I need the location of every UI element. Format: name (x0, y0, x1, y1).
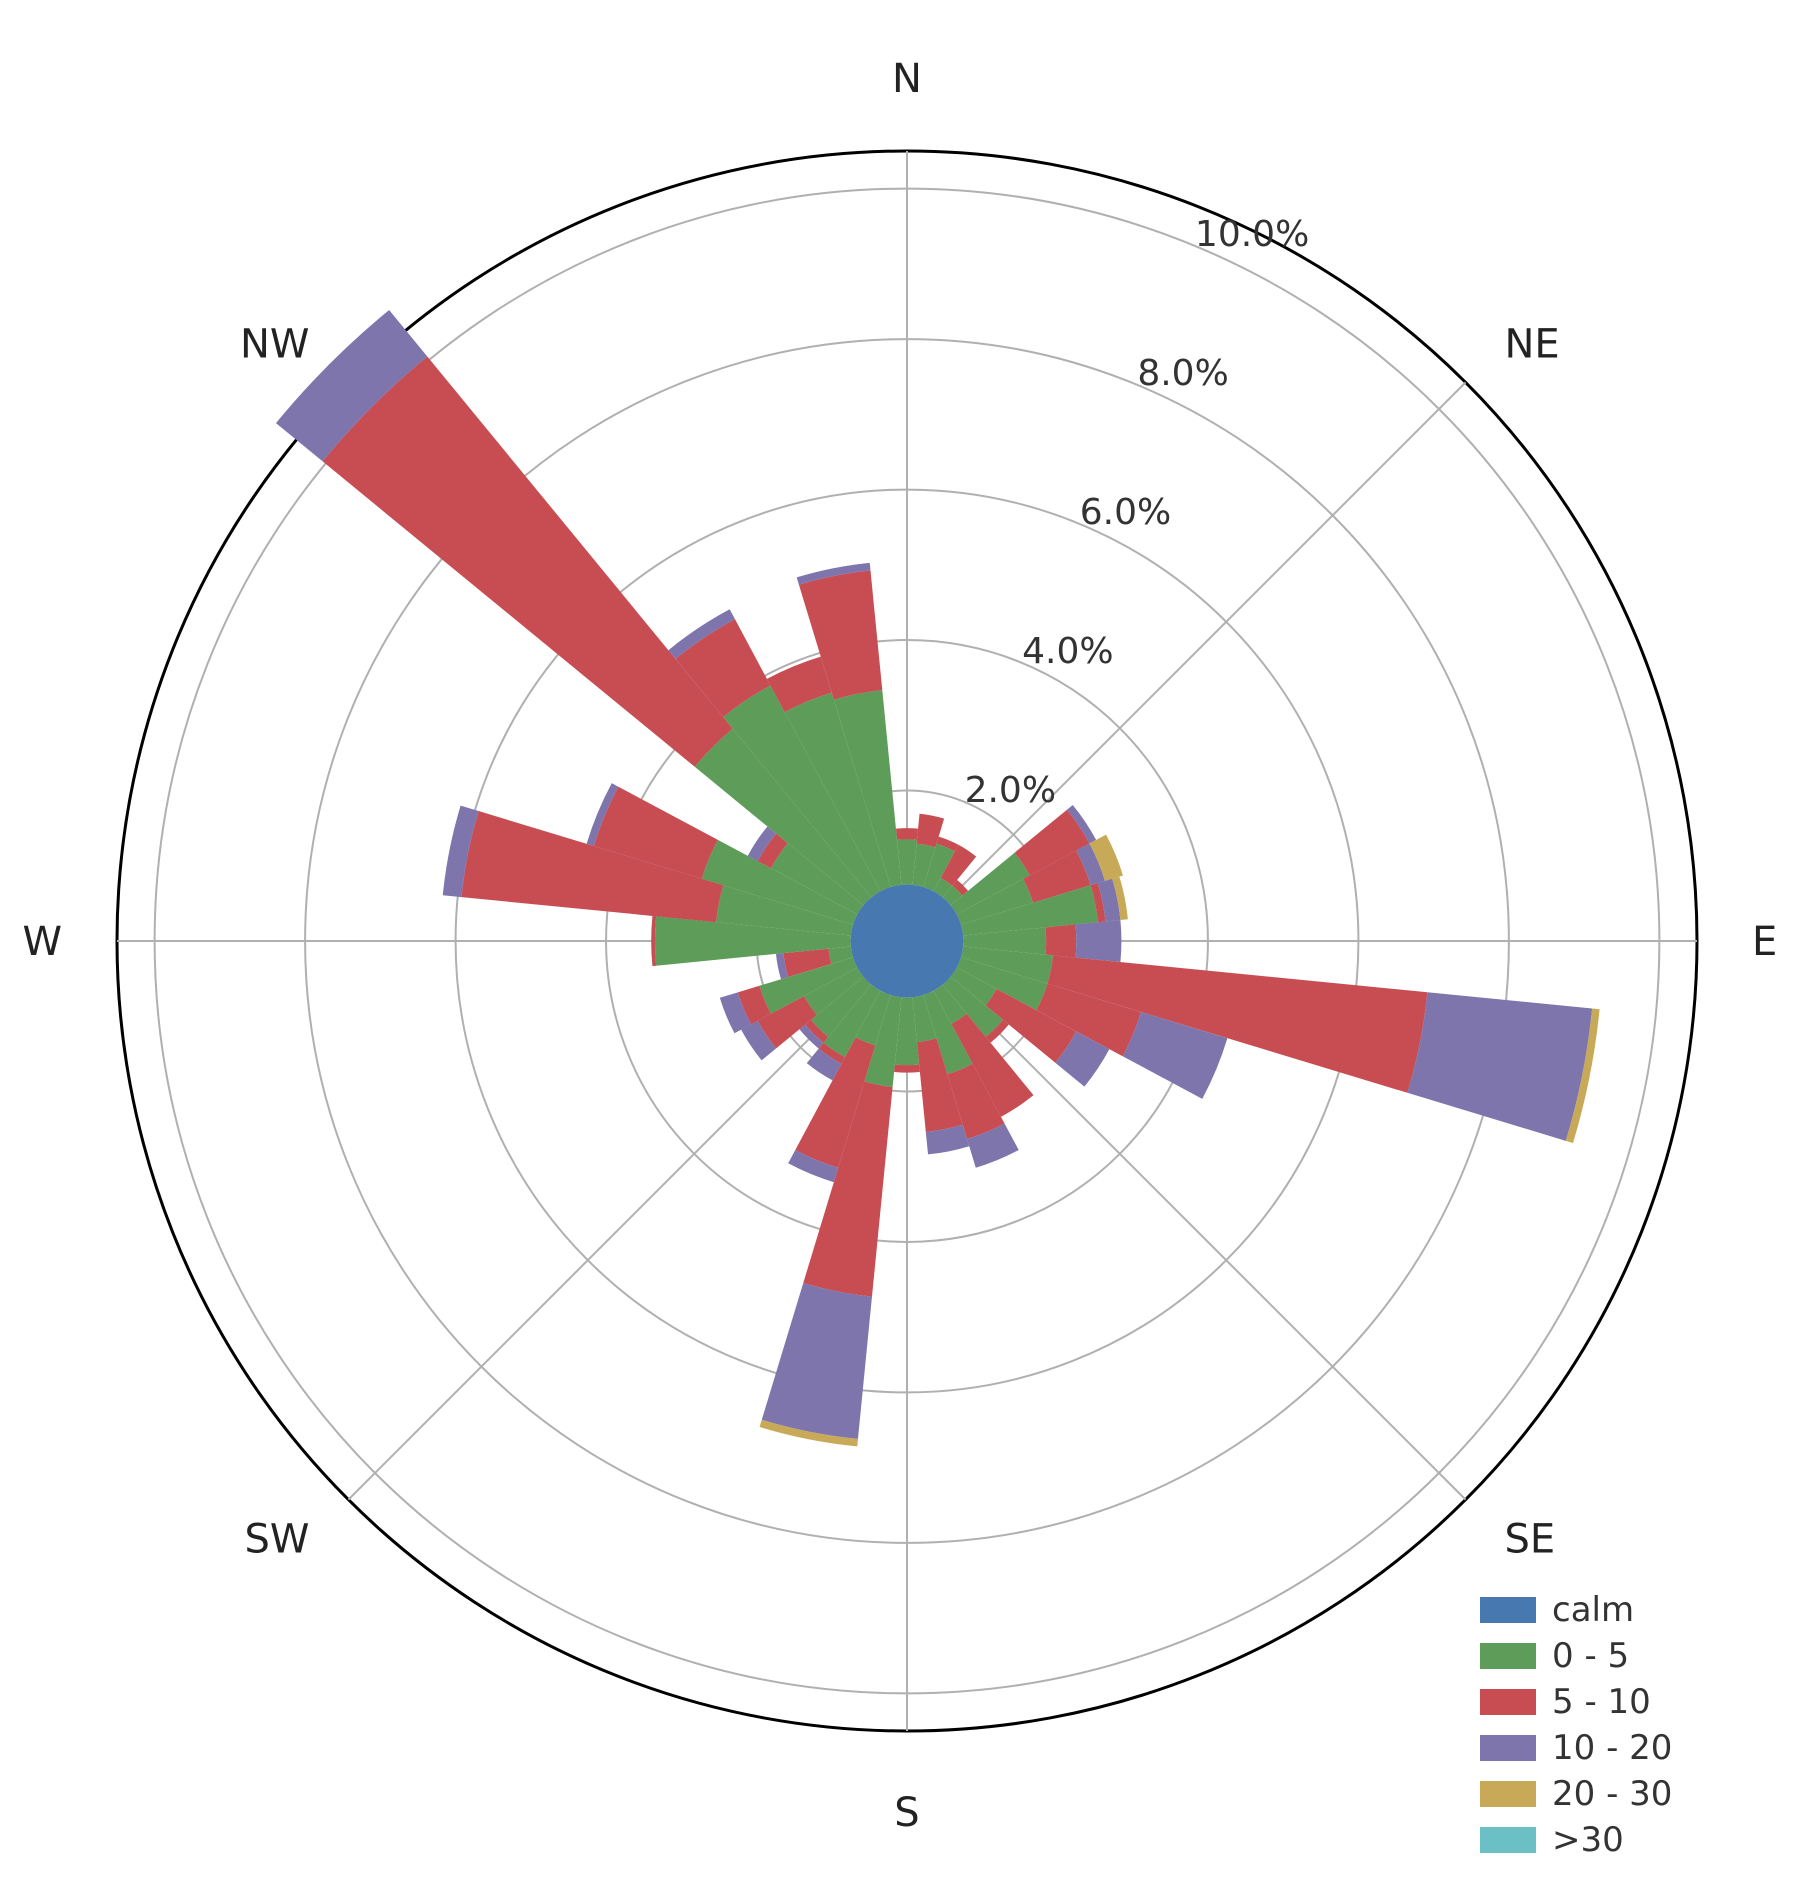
legend-item: calm (1480, 1590, 1672, 1630)
legend-swatch (1480, 1643, 1536, 1669)
compass-label: N (892, 56, 922, 102)
calm-hub (851, 885, 964, 998)
bar-segment (894, 1065, 920, 1073)
compass-label: S (894, 1790, 919, 1836)
compass-label: E (1752, 919, 1777, 965)
legend-item: 0 - 5 (1480, 1636, 1672, 1676)
legend-label: 5 - 10 (1552, 1682, 1651, 1722)
windrose-chart: 2.0% 4.0% 6.0% 8.0% 10.0% N NE E SE S SW W NW calm 0 … (0, 0, 1814, 1883)
legend-swatch (1480, 1689, 1536, 1715)
legend-swatch (1480, 1597, 1536, 1623)
bar-segment (1046, 924, 1077, 957)
bar-segment (896, 828, 918, 840)
legend-label: 0 - 5 (1552, 1636, 1629, 1676)
legend-item: 5 - 10 (1480, 1682, 1672, 1722)
legend-label: 20 - 30 (1552, 1774, 1672, 1814)
legend-swatch (1480, 1827, 1536, 1853)
compass-label: SE (1505, 1517, 1556, 1563)
legend-item: 20 - 30 (1480, 1774, 1672, 1814)
compass-label: NW (240, 321, 309, 367)
legend-item: 10 - 20 (1480, 1728, 1672, 1768)
bar-segment (1075, 920, 1121, 962)
compass-label: NE (1505, 321, 1560, 367)
legend-label: 10 - 20 (1552, 1728, 1672, 1768)
legend: calm 0 - 5 5 - 10 10 - 20 20 - 30 >30 (1480, 1590, 1672, 1866)
legend-label: >30 (1552, 1820, 1624, 1860)
radial-tick-label: 6.0% (1080, 492, 1171, 533)
radial-tick-label: 10.0% (1195, 214, 1309, 255)
legend-swatch (1480, 1735, 1536, 1761)
legend-swatch (1480, 1781, 1536, 1807)
radial-tick-label: 2.0% (965, 770, 1056, 811)
legend-label: calm (1552, 1590, 1634, 1630)
radial-tick-label: 8.0% (1137, 353, 1228, 394)
compass-label: W (22, 919, 62, 965)
legend-item: >30 (1480, 1820, 1672, 1860)
radial-tick-label: 4.0% (1022, 631, 1113, 672)
compass-label: SW (245, 1517, 310, 1563)
